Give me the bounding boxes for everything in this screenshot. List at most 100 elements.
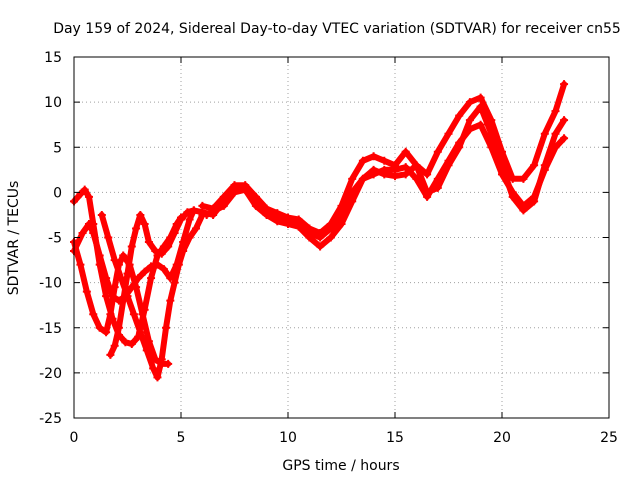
x-axis-title: GPS time / hours: [282, 458, 399, 474]
data-point-marker: [191, 224, 200, 233]
data-point-marker: [129, 310, 138, 319]
data-points: [70, 80, 569, 382]
data-point-marker: [110, 283, 119, 292]
data-point-marker: [508, 192, 517, 201]
data-point-marker: [89, 228, 98, 237]
data-point-marker: [80, 185, 89, 194]
data-point-marker: [159, 265, 168, 274]
data-point-marker: [444, 161, 453, 170]
x-tick-label: 10: [279, 430, 297, 446]
data-point-marker: [230, 181, 239, 190]
data-point-marker: [401, 170, 410, 179]
data-point-marker: [127, 242, 136, 251]
data-point-marker: [433, 183, 442, 192]
y-tick-label: 5: [53, 140, 62, 156]
series-line: [107, 121, 568, 358]
data-point-marker: [147, 262, 156, 271]
data-point-marker: [102, 274, 111, 283]
data-point-marker: [369, 165, 378, 174]
data-point-marker: [140, 267, 149, 276]
data-point-marker: [110, 256, 119, 265]
data-point-marker: [166, 296, 175, 305]
data-point-marker: [123, 269, 132, 278]
data-point-marker: [114, 323, 123, 332]
series-line: [203, 103, 568, 250]
series-track-7: [202, 102, 569, 251]
data-point-marker: [164, 359, 173, 368]
data-point-marker: [157, 355, 166, 364]
data-point-marker: [369, 152, 378, 161]
data-point-marker: [136, 210, 145, 219]
data-point-marker: [106, 310, 115, 319]
data-point-marker: [102, 328, 111, 337]
data-point-marker: [140, 219, 149, 228]
data-point-marker: [348, 197, 357, 206]
data-point-marker: [147, 274, 156, 283]
data-point-marker: [476, 120, 485, 129]
data-point-marker: [498, 161, 506, 170]
data-point-marker: [185, 215, 194, 224]
data-point-marker: [153, 373, 162, 382]
y-axis-title: SDTVAR / TECUs: [6, 181, 22, 296]
chart-title: Day 159 of 2024, Sidereal Day-to-day VTE…: [53, 21, 621, 37]
data-point-marker: [560, 116, 569, 125]
y-tick-label: -10: [39, 276, 62, 292]
data-point-marker: [219, 201, 228, 210]
data-point-marker: [433, 147, 442, 156]
data-point-marker: [119, 251, 128, 260]
data-point-marker: [144, 238, 153, 247]
data-point-marker: [185, 233, 194, 242]
data-point-marker: [519, 174, 528, 183]
data-point-marker: [560, 80, 569, 89]
data-point-marker: [305, 224, 314, 233]
data-point-marker: [157, 249, 166, 258]
y-tick-label: 10: [44, 95, 62, 111]
data-point-marker: [127, 339, 136, 348]
data-point-marker: [189, 206, 198, 215]
data-point-marker: [401, 147, 410, 156]
grid-lines: [74, 57, 609, 418]
data-point-marker: [89, 310, 98, 319]
data-point-marker: [151, 247, 160, 256]
y-tick-label: -25: [39, 411, 62, 427]
series-track-4: [97, 210, 207, 382]
data-point-marker: [337, 219, 346, 228]
data-point-marker: [401, 163, 410, 172]
data-point-marker: [316, 228, 325, 237]
data-point-marker: [138, 310, 147, 319]
x-tick-label: 5: [177, 430, 186, 446]
data-point-marker: [76, 260, 85, 269]
x-tick-label: 15: [386, 430, 404, 446]
data-point-marker: [104, 233, 113, 242]
data-point-marker: [119, 296, 128, 305]
y-tick-label: -20: [39, 366, 62, 382]
y-tick-label: 0: [53, 185, 62, 201]
data-point-marker: [508, 174, 517, 183]
data-point-marker: [177, 215, 185, 224]
x-tick-label: 20: [493, 430, 511, 446]
y-tick-label: -15: [39, 321, 62, 337]
data-point-marker: [78, 228, 87, 237]
data-point-marker: [487, 129, 496, 138]
data-point-marker: [391, 161, 399, 170]
data-point-marker: [95, 323, 104, 332]
data-point-marker: [326, 219, 335, 228]
data-point-marker: [540, 129, 549, 138]
data-point-marker: [132, 224, 141, 233]
data-point-marker: [337, 201, 346, 210]
data-point-marker: [106, 350, 115, 359]
data-point-marker: [455, 143, 464, 152]
data-point-marker: [149, 364, 158, 373]
data-point-marker: [82, 287, 91, 296]
data-point-marker: [551, 107, 560, 116]
data-point-marker: [132, 283, 141, 292]
data-point-marker: [153, 260, 162, 269]
data-point-marker: [423, 188, 432, 197]
data-point-marker: [294, 215, 303, 224]
data-point-marker: [380, 156, 389, 165]
data-point-marker: [560, 134, 569, 143]
data-point-marker: [358, 174, 367, 183]
data-point-marker: [412, 161, 421, 170]
data-point-marker: [162, 323, 171, 332]
